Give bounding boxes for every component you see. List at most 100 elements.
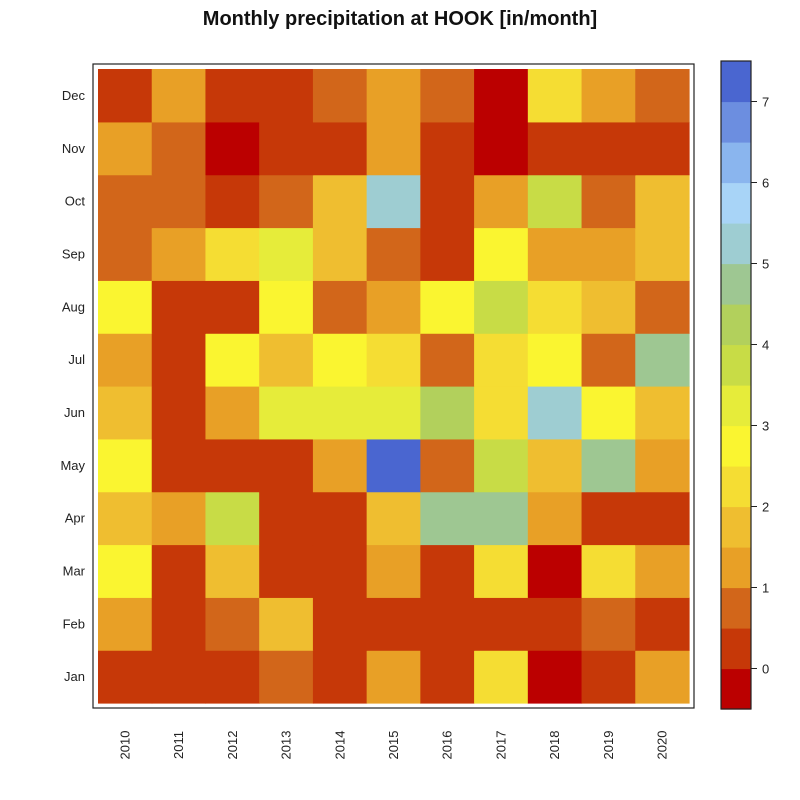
heatmap-cell-oct-2013 [259,174,314,229]
colorbar-band-7 [721,385,751,427]
x-tick-labels: 2010 2011 2012 2013 2014 2015 2016 2017 2018 2019… [117,731,669,760]
heatmap-cell-oct-2012 [205,174,260,229]
heatmap-cell-feb-2013 [259,597,314,651]
heatmap-cell-nov-2010 [98,121,153,176]
heatmap-cell-may-2012 [205,438,260,493]
heatmap-cell-jul-2014 [312,333,368,387]
colorbar-tick-label-4: 4 [762,338,769,353]
x-tick-label-2018: 2018 [547,731,562,760]
y-tick-label-sep: Sep [62,246,85,261]
heatmap-cell-oct-2011 [151,174,207,229]
x-tick-label-2016: 2016 [440,731,455,760]
heatmap-cell-jun-2013 [259,386,314,440]
heatmap-cell-jul-2018 [527,333,583,387]
heatmap-cell-apr-2010 [98,491,153,546]
heatmap-cell-jun-2019 [581,386,636,440]
heatmap-cell-nov-2011 [151,121,207,176]
heatmap-cell-feb-2017 [474,597,529,651]
heatmap-cell-oct-2010 [98,174,153,229]
heatmap-cell-dec-2014 [312,69,368,123]
heatmap-cell-jan-2017 [474,650,529,704]
heatmap-cell-jul-2010 [98,333,153,387]
y-tick-label-feb: Feb [63,616,85,631]
heatmap-cell-jun-2018 [527,386,583,440]
heatmap-cell-may-2011 [151,438,207,493]
x-tick-label-2014: 2014 [332,731,347,760]
y-tick-label-oct: Oct [65,194,86,209]
colorbar-tick-label-2: 2 [762,500,769,515]
heatmap-cell-sep-2018 [527,227,583,281]
heatmap-cell-dec-2020 [635,69,690,123]
heatmap-cell-sep-2020 [635,227,690,281]
heatmap-cell-jan-2018 [527,650,583,704]
colorbar-band-15 [721,61,751,103]
heatmap-cell-apr-2013 [259,491,314,546]
heatmap-cell-aug-2014 [312,280,368,334]
heatmap-cell-apr-2016 [420,491,475,546]
colorbar-band-11 [721,223,751,265]
heatmap-cell-dec-2010 [98,69,153,123]
heatmap-cell-may-2017 [474,438,529,493]
heatmap-cell-aug-2018 [527,280,583,334]
heatmap-cell-jan-2015 [366,650,421,704]
colorbar-band-1 [721,628,751,670]
heatmap-cell-oct-2014 [312,174,368,229]
heatmap-cell-mar-2013 [259,544,314,598]
heatmap-cells [98,69,690,704]
y-tick-label-jun: Jun [64,405,85,420]
heatmap-cell-oct-2015 [366,174,421,229]
plot-frame [92,63,695,709]
heatmap-cell-feb-2016 [420,597,475,651]
y-tick-label-nov: Nov [62,141,86,156]
heatmap-cell-jun-2012 [205,386,260,440]
heatmap-cell-sep-2012 [205,227,260,281]
heatmap-cell-jun-2010 [98,386,153,440]
colorbar [721,61,751,710]
heatmap-cell-aug-2013 [259,280,314,334]
colorbar-tick-label-6: 6 [762,176,769,191]
heatmap-cell-aug-2019 [581,280,636,334]
heatmap-cell-feb-2018 [527,597,583,651]
x-tick-label-2013: 2013 [279,731,294,760]
heatmap-cell-oct-2019 [581,174,636,229]
colorbar-band-6 [721,425,751,467]
heatmap-cell-nov-2013 [259,121,314,176]
heatmap-cell-jul-2019 [581,333,636,387]
heatmap-cell-mar-2018 [527,544,583,598]
y-tick-label-jul: Jul [68,352,85,367]
y-tick-labels: Jan Feb Mar Apr May Jun Jul Aug Sep Oct Nov Dec [60,88,85,684]
heatmap-cell-apr-2017 [474,491,529,546]
colorbar-tick-label-0: 0 [762,662,769,677]
heatmap-cell-oct-2016 [420,174,475,229]
heatmap-cell-feb-2012 [205,597,260,651]
colorbar-band-10 [721,263,751,305]
heatmap-cell-nov-2017 [474,121,529,176]
heatmap-cell-mar-2012 [205,544,260,598]
heatmap-cell-may-2015 [366,438,421,493]
heatmap-cell-may-2010 [98,438,153,493]
heatmap-cell-may-2014 [312,438,368,493]
heatmap-cell-mar-2015 [366,544,421,598]
heatmap-cell-jan-2011 [151,650,207,704]
colorbar-band-9 [721,304,751,346]
heatmap-cell-feb-2010 [98,597,153,651]
heatmap-cell-feb-2015 [366,597,421,651]
x-tick-label-2012: 2012 [225,731,240,760]
heatmap-cell-may-2016 [420,438,475,493]
heatmap-cell-apr-2012 [205,491,260,546]
heatmap-cell-mar-2019 [581,544,636,598]
heatmap-cell-jul-2015 [366,333,421,387]
heatmap-cell-jan-2019 [581,650,636,704]
colorbar-band-12 [721,182,751,224]
colorbar-tick-label-5: 5 [762,257,769,272]
heatmap-cell-jul-2012 [205,333,260,387]
heatmap-cell-feb-2011 [151,597,207,651]
x-tick-label-2015: 2015 [386,731,401,760]
heatmap-cell-mar-2016 [420,544,475,598]
heatmap-cell-oct-2020 [635,174,690,229]
colorbar-frame [720,60,752,710]
colorbar-band-14 [721,101,751,143]
x-tick-label-2017: 2017 [493,731,508,760]
heatmap-cell-jul-2011 [151,333,207,387]
